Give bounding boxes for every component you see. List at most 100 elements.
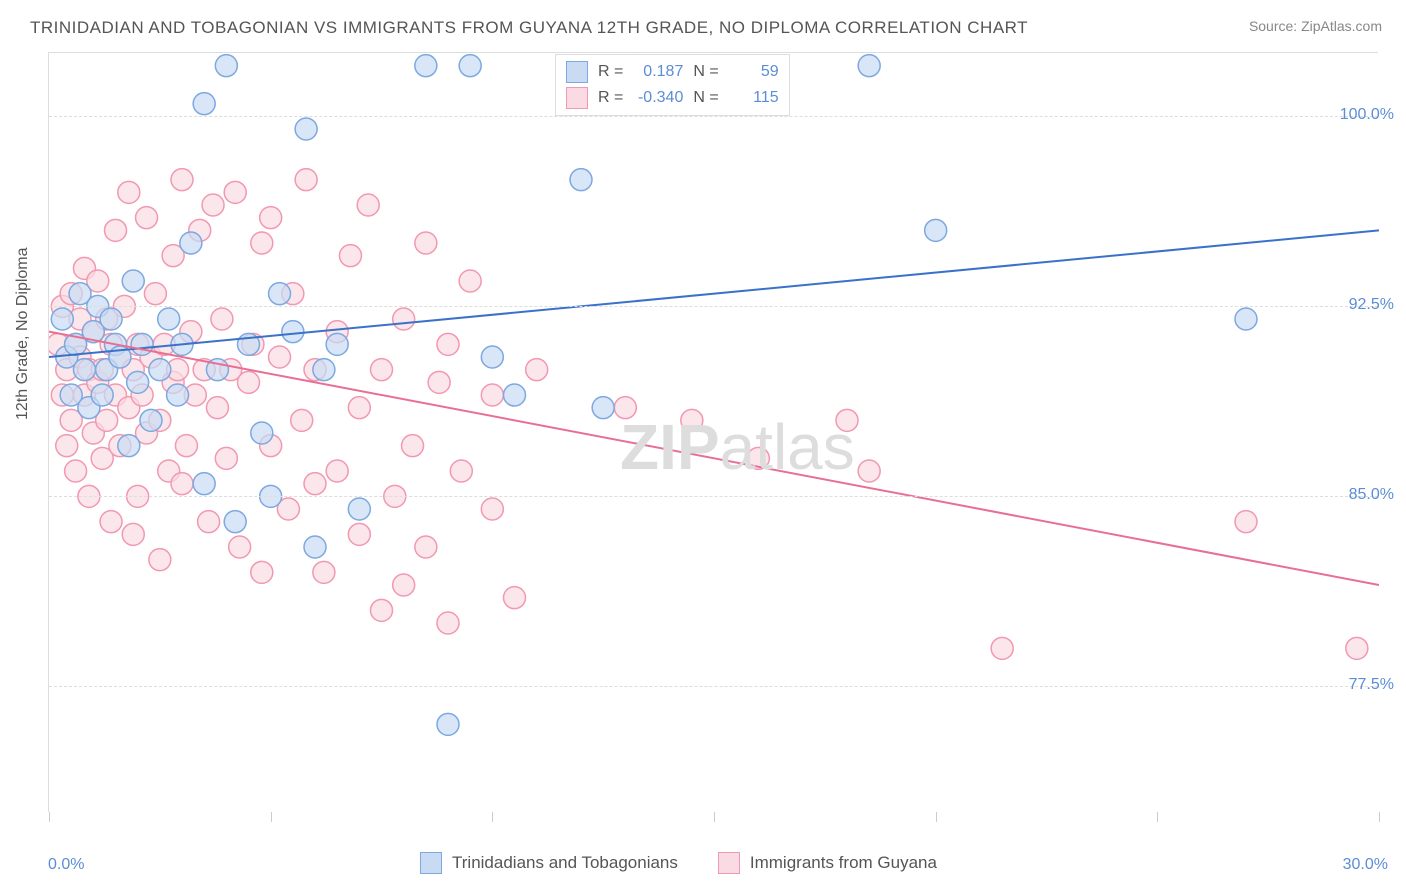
scatter-point <box>415 536 437 558</box>
scatter-point <box>158 308 180 330</box>
x-tick-min: 0.0% <box>48 856 84 874</box>
scatter-point <box>193 93 215 115</box>
scatter-point <box>269 283 291 305</box>
scatter-point <box>175 435 197 457</box>
scatter-point <box>198 511 220 533</box>
scatter-point <box>136 207 158 229</box>
x-tick <box>1157 812 1158 822</box>
scatter-point <box>428 371 450 393</box>
scatter-point <box>193 473 215 495</box>
scatter-point <box>282 321 304 343</box>
scatter-point <box>206 397 228 419</box>
scatter-point <box>481 346 503 368</box>
scatter-point <box>450 460 472 482</box>
scatter-point <box>118 435 140 457</box>
scatter-point <box>402 435 424 457</box>
x-tick-max: 30.0% <box>1343 856 1388 874</box>
gridline <box>49 686 1378 687</box>
legend-swatch-pink <box>566 87 588 109</box>
scatter-point <box>215 447 237 469</box>
scatter-point <box>149 549 171 571</box>
gridline <box>49 306 1378 307</box>
scatter-point <box>348 397 370 419</box>
x-tick <box>49 812 50 822</box>
legend-swatch-pink-2 <box>718 852 740 874</box>
scatter-point <box>393 574 415 596</box>
x-tick <box>936 812 937 822</box>
scatter-point <box>56 435 78 457</box>
scatter-point <box>504 384 526 406</box>
source-label: Source: ZipAtlas.com <box>1249 18 1382 34</box>
gridline <box>49 496 1378 497</box>
legend-stats-row-2: R = -0.340 N = 115 <box>566 85 779 111</box>
scatter-point <box>251 232 273 254</box>
scatter-point <box>269 346 291 368</box>
scatter-point <box>1346 637 1368 659</box>
scatter-point <box>295 118 317 140</box>
scatter-point <box>211 308 233 330</box>
scatter-point <box>229 536 251 558</box>
scatter-point <box>393 308 415 330</box>
scatter-point <box>437 612 459 634</box>
chart-title: TRINIDADIAN AND TOBAGONIAN VS IMMIGRANTS… <box>30 18 1028 38</box>
y-tick-label: 92.5% <box>1349 296 1394 314</box>
x-tick <box>271 812 272 822</box>
scatter-point <box>481 498 503 520</box>
scatter-point <box>73 359 95 381</box>
scatter-point <box>171 169 193 191</box>
scatter-point <box>313 561 335 583</box>
scatter-point <box>858 460 880 482</box>
scatter-point <box>180 232 202 254</box>
scatter-point <box>131 333 153 355</box>
plot-area <box>48 52 1378 812</box>
scatter-point <box>437 333 459 355</box>
scatter-point <box>251 422 273 444</box>
scatter-point <box>681 409 703 431</box>
legend-item-1: Trinidadians and Tobagonians <box>420 852 678 874</box>
gridline <box>49 116 1378 117</box>
scatter-point <box>91 384 113 406</box>
x-tick <box>492 812 493 822</box>
scatter-point <box>224 511 246 533</box>
scatter-point <box>481 384 503 406</box>
legend-item-2: Immigrants from Guyana <box>718 852 937 874</box>
scatter-point <box>504 587 526 609</box>
scatter-point <box>202 194 224 216</box>
scatter-point <box>592 397 614 419</box>
scatter-point <box>371 599 393 621</box>
scatter-point <box>238 371 260 393</box>
scatter-point <box>295 169 317 191</box>
scatter-point <box>100 511 122 533</box>
scatter-point <box>105 219 127 241</box>
chart-svg <box>49 53 1379 813</box>
chart-container: TRINIDADIAN AND TOBAGONIAN VS IMMIGRANTS… <box>0 0 1406 892</box>
scatter-point <box>459 270 481 292</box>
legend-stats-row-1: R = 0.187 N = 59 <box>566 59 779 85</box>
scatter-point <box>459 55 481 77</box>
scatter-point <box>526 359 548 381</box>
scatter-point <box>304 473 326 495</box>
scatter-point <box>100 308 122 330</box>
scatter-point <box>167 384 189 406</box>
scatter-point <box>122 523 144 545</box>
scatter-point <box>858 55 880 77</box>
scatter-point <box>326 333 348 355</box>
scatter-point <box>991 637 1013 659</box>
scatter-point <box>437 713 459 735</box>
scatter-point <box>260 207 282 229</box>
scatter-point <box>371 359 393 381</box>
scatter-point <box>415 55 437 77</box>
scatter-point <box>1235 511 1257 533</box>
scatter-point <box>925 219 947 241</box>
scatter-point <box>149 359 171 381</box>
scatter-point <box>171 473 193 495</box>
scatter-point <box>339 245 361 267</box>
scatter-point <box>224 181 246 203</box>
y-axis-label: 12th Grade, No Diploma <box>14 247 32 420</box>
legend-swatch-blue-2 <box>420 852 442 874</box>
scatter-point <box>304 536 326 558</box>
legend-swatch-blue <box>566 61 588 83</box>
scatter-point <box>326 460 348 482</box>
scatter-point <box>348 498 370 520</box>
scatter-point <box>313 359 335 381</box>
